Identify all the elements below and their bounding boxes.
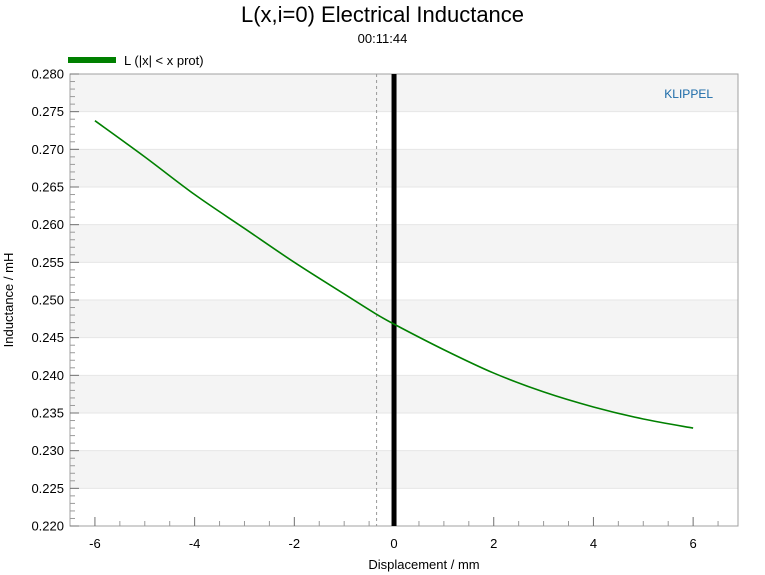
y-tick-label: 0.245 [31, 330, 64, 345]
y-tick-label: 0.220 [31, 519, 64, 534]
x-tick-label: -6 [89, 536, 101, 551]
y-axis-label: Inductance / mH [1, 253, 16, 348]
chart-title: L(x,i=0) Electrical Inductance [240, 2, 525, 27]
y-tick-label: 0.250 [31, 293, 64, 308]
y-tick-label: 0.255 [31, 255, 64, 270]
grid-band [70, 450, 738, 489]
y-tick-label: 0.280 [31, 67, 64, 82]
y-tick-label: 0.260 [31, 217, 64, 232]
legend-swatch [68, 57, 116, 63]
x-tick-label: 0 [390, 536, 397, 551]
grid-band [70, 375, 738, 413]
grid-band [70, 74, 738, 112]
y-tick-label: 0.225 [31, 481, 64, 496]
x-tick-label: -2 [289, 536, 301, 551]
grid-band [70, 224, 738, 263]
y-tick-label: 0.265 [31, 180, 64, 195]
grid-band [70, 300, 738, 338]
y-tick-label: 0.270 [31, 142, 64, 157]
y-tick-label: 0.235 [31, 406, 64, 421]
legend: L (|x| < x prot) [68, 51, 204, 69]
y-tick-label: 0.275 [31, 104, 64, 119]
x-tick-label: 4 [590, 536, 597, 551]
x-tick-label: 2 [490, 536, 497, 551]
x-tick-label: -4 [189, 536, 201, 551]
grid-band [70, 149, 738, 187]
y-tick-label: 0.230 [31, 443, 64, 458]
series-line [94, 120, 694, 429]
x-tick-label: 6 [690, 536, 697, 551]
legend-label: L (|x| < x prot) [124, 52, 204, 68]
chart-subtitle: 00:11:44 [357, 31, 408, 46]
x-axis-label: Displacement / mm [368, 557, 479, 572]
y-tick-label: 0.240 [31, 368, 64, 383]
klippel-watermark: KLIPPEL [664, 87, 713, 101]
